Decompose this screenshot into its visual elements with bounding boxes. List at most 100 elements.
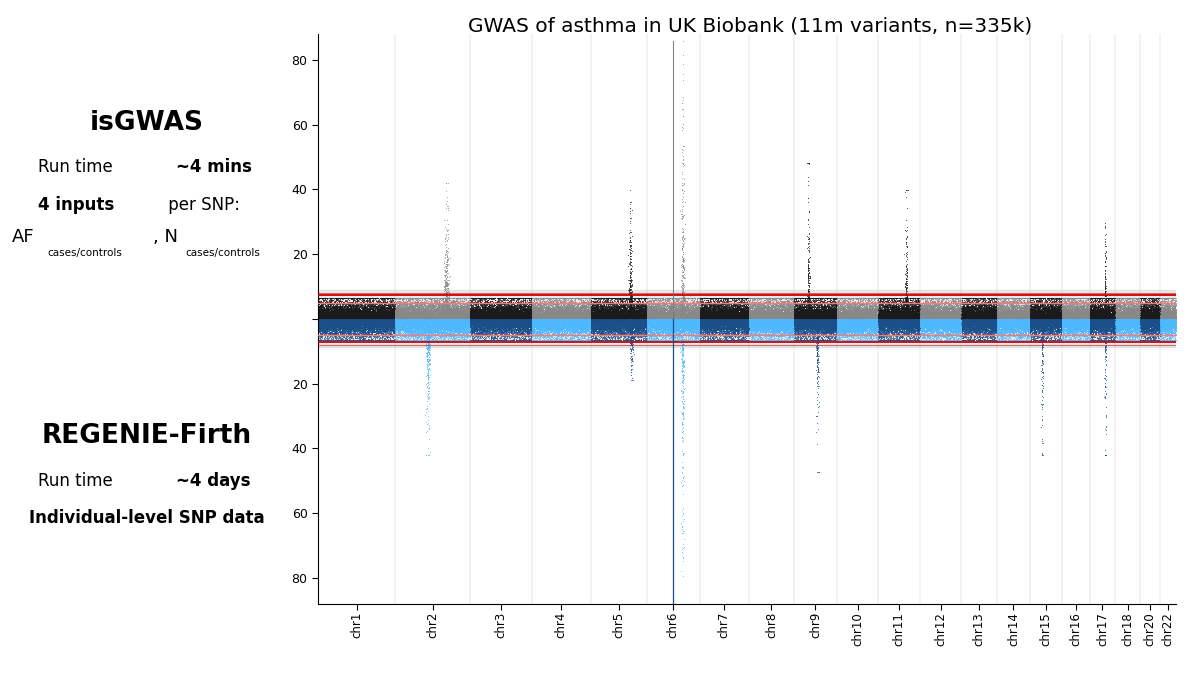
Point: [954, 311, 973, 322]
Point: [445, 320, 464, 331]
Point: [374, 322, 394, 333]
Point: [691, 327, 710, 338]
Point: [1007, 308, 1026, 319]
Point: [1037, 314, 1056, 325]
Point: [989, 315, 1008, 326]
Point: [446, 303, 466, 314]
Point: [906, 314, 925, 325]
Point: [1085, 314, 1104, 325]
Point: [412, 303, 431, 314]
Point: [419, 310, 438, 321]
Point: [1120, 299, 1139, 310]
Point: [878, 325, 898, 336]
Point: [899, 325, 918, 336]
Point: [896, 298, 916, 309]
Point: [808, 316, 827, 327]
Point: [412, 312, 431, 323]
Point: [730, 310, 749, 321]
Point: [935, 308, 954, 319]
Point: [1140, 312, 1159, 323]
Point: [1004, 319, 1024, 330]
Point: [364, 313, 383, 324]
Point: [688, 308, 707, 318]
Point: [434, 308, 454, 318]
Point: [478, 329, 497, 340]
Point: [791, 314, 810, 325]
Point: [391, 319, 410, 330]
Point: [910, 311, 929, 322]
Point: [1097, 318, 1116, 329]
Point: [910, 314, 929, 325]
Point: [983, 311, 1002, 322]
Point: [1133, 324, 1152, 335]
Point: [341, 306, 360, 316]
Point: [503, 310, 522, 321]
Point: [1078, 312, 1097, 323]
Point: [474, 319, 493, 330]
Point: [590, 301, 610, 312]
Point: [390, 314, 409, 325]
Point: [583, 314, 602, 325]
Point: [827, 312, 846, 323]
Point: [1150, 308, 1169, 319]
Point: [820, 316, 839, 327]
Point: [348, 311, 367, 322]
Point: [1158, 326, 1177, 337]
Point: [980, 307, 1000, 318]
Point: [466, 327, 485, 338]
Point: [931, 312, 950, 323]
Point: [620, 293, 640, 304]
Point: [607, 305, 626, 316]
Point: [832, 311, 851, 322]
Point: [787, 312, 806, 323]
Point: [982, 321, 1001, 332]
Point: [702, 327, 721, 338]
Point: [493, 303, 512, 314]
Point: [860, 307, 880, 318]
Point: [725, 305, 744, 316]
Point: [322, 307, 341, 318]
Point: [420, 312, 439, 323]
Point: [1164, 314, 1183, 325]
Point: [863, 319, 882, 330]
Point: [460, 316, 479, 327]
Point: [680, 316, 700, 327]
Point: [936, 316, 955, 327]
Point: [816, 321, 835, 331]
Point: [550, 313, 569, 324]
Point: [589, 308, 608, 318]
Point: [935, 314, 954, 325]
Point: [564, 314, 583, 325]
Point: [752, 323, 772, 333]
Point: [376, 310, 395, 321]
Point: [547, 321, 566, 331]
Point: [623, 308, 642, 318]
Point: [604, 310, 623, 321]
Point: [653, 321, 672, 331]
Point: [632, 303, 652, 314]
Point: [1014, 313, 1033, 324]
Point: [438, 319, 457, 330]
Point: [1045, 303, 1064, 314]
Point: [898, 320, 917, 331]
Point: [862, 329, 881, 340]
Point: [853, 318, 872, 329]
Point: [637, 316, 656, 327]
Point: [732, 310, 751, 321]
Point: [996, 314, 1015, 325]
Point: [1106, 312, 1126, 323]
Point: [787, 316, 806, 327]
Point: [1087, 317, 1106, 328]
Point: [1067, 312, 1086, 323]
Point: [1054, 313, 1073, 324]
Point: [594, 318, 613, 329]
Point: [544, 299, 563, 310]
Point: [462, 314, 481, 325]
Point: [469, 309, 488, 320]
Point: [666, 314, 685, 325]
Point: [794, 314, 814, 325]
Point: [355, 310, 374, 321]
Point: [676, 302, 695, 313]
Point: [527, 316, 546, 327]
Point: [986, 314, 1006, 325]
